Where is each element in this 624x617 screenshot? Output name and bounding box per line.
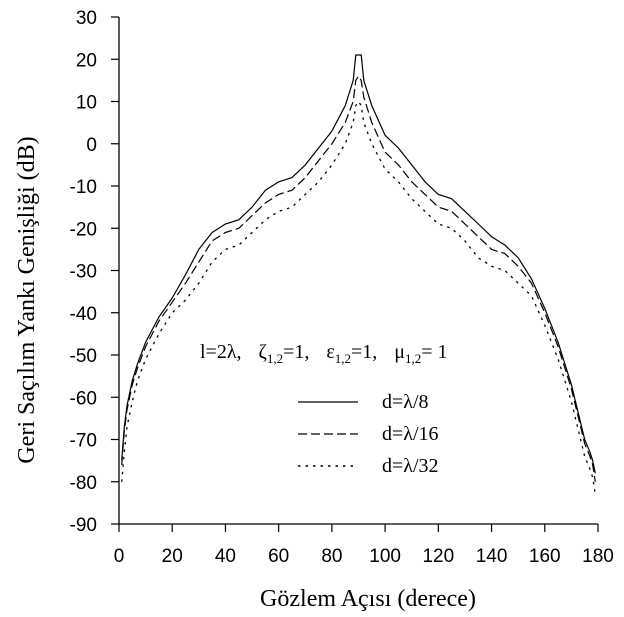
annotation-mu-sub: 1,2 xyxy=(405,351,421,366)
annotation-zeta: ζ xyxy=(259,341,267,363)
legend-label: d=λ/16 xyxy=(382,423,439,445)
x-axis-ticks: 0 20 40 60 80 100 120 140 160 180 xyxy=(114,524,614,567)
x-tick-label: 120 xyxy=(422,546,454,567)
y-tick-label: -10 xyxy=(70,177,97,198)
x-tick-label: 140 xyxy=(476,546,508,567)
annotation-zeta-val: =1, xyxy=(283,341,309,363)
annotation-eps-sub: 1,2 xyxy=(335,351,351,366)
y-tick-label: 20 xyxy=(76,50,97,71)
y-tick-label: -80 xyxy=(70,473,97,494)
x-tick-label: 40 xyxy=(215,546,236,567)
y-tick-label: -40 xyxy=(70,304,97,325)
y-tick-label: -20 xyxy=(70,219,97,240)
series-line-1 xyxy=(121,54,596,474)
x-tick-label: 160 xyxy=(529,546,561,567)
y-axis-title: Geri Saçılım Yankı Genişliği (dB) xyxy=(14,136,40,463)
y-tick-label: 0 xyxy=(86,135,97,156)
series-line-3 xyxy=(121,100,596,495)
x-tick-label: 100 xyxy=(369,546,401,567)
series-line-2 xyxy=(121,75,596,482)
annotation-eps: ε xyxy=(326,341,334,363)
data-series xyxy=(121,54,596,495)
annotation-zeta-sub: 1,2 xyxy=(267,351,283,366)
y-tick-label: -60 xyxy=(70,388,97,409)
legend-label: d=λ/32 xyxy=(382,455,439,477)
annotation-eps-val: =1, xyxy=(351,341,377,363)
x-tick-label: 180 xyxy=(582,546,614,567)
annotation-mu-val: = 1 xyxy=(421,341,447,363)
y-tick-label: 30 xyxy=(76,8,97,29)
x-tick-label: 60 xyxy=(268,546,289,567)
y-axis-ticks: 30 20 10 0 -10 -20 -30 -40 -50 -60 -70 -80 -90 xyxy=(70,8,119,536)
legend: d=λ/8 d=λ/16 d=λ/32 xyxy=(298,391,439,477)
y-tick-label: -90 xyxy=(70,515,97,536)
parameter-annotation: l=2λ, ζ1,2=1, ε1,2=1, μ1,2= 1 xyxy=(200,341,448,366)
x-tick-label: 80 xyxy=(321,546,342,567)
y-tick-label: -50 xyxy=(70,346,97,367)
annotation-length: l=2λ, xyxy=(200,341,242,363)
annotation-mu: μ xyxy=(394,341,405,363)
y-tick-label: -70 xyxy=(70,431,97,452)
x-tick-label: 0 xyxy=(114,546,125,567)
y-tick-label: 10 xyxy=(76,93,97,114)
legend-label: d=λ/8 xyxy=(382,391,429,413)
y-tick-label: -30 xyxy=(70,262,97,283)
x-tick-label: 20 xyxy=(162,546,183,567)
x-axis-title: Gözlem Açısı (derece) xyxy=(260,586,476,612)
